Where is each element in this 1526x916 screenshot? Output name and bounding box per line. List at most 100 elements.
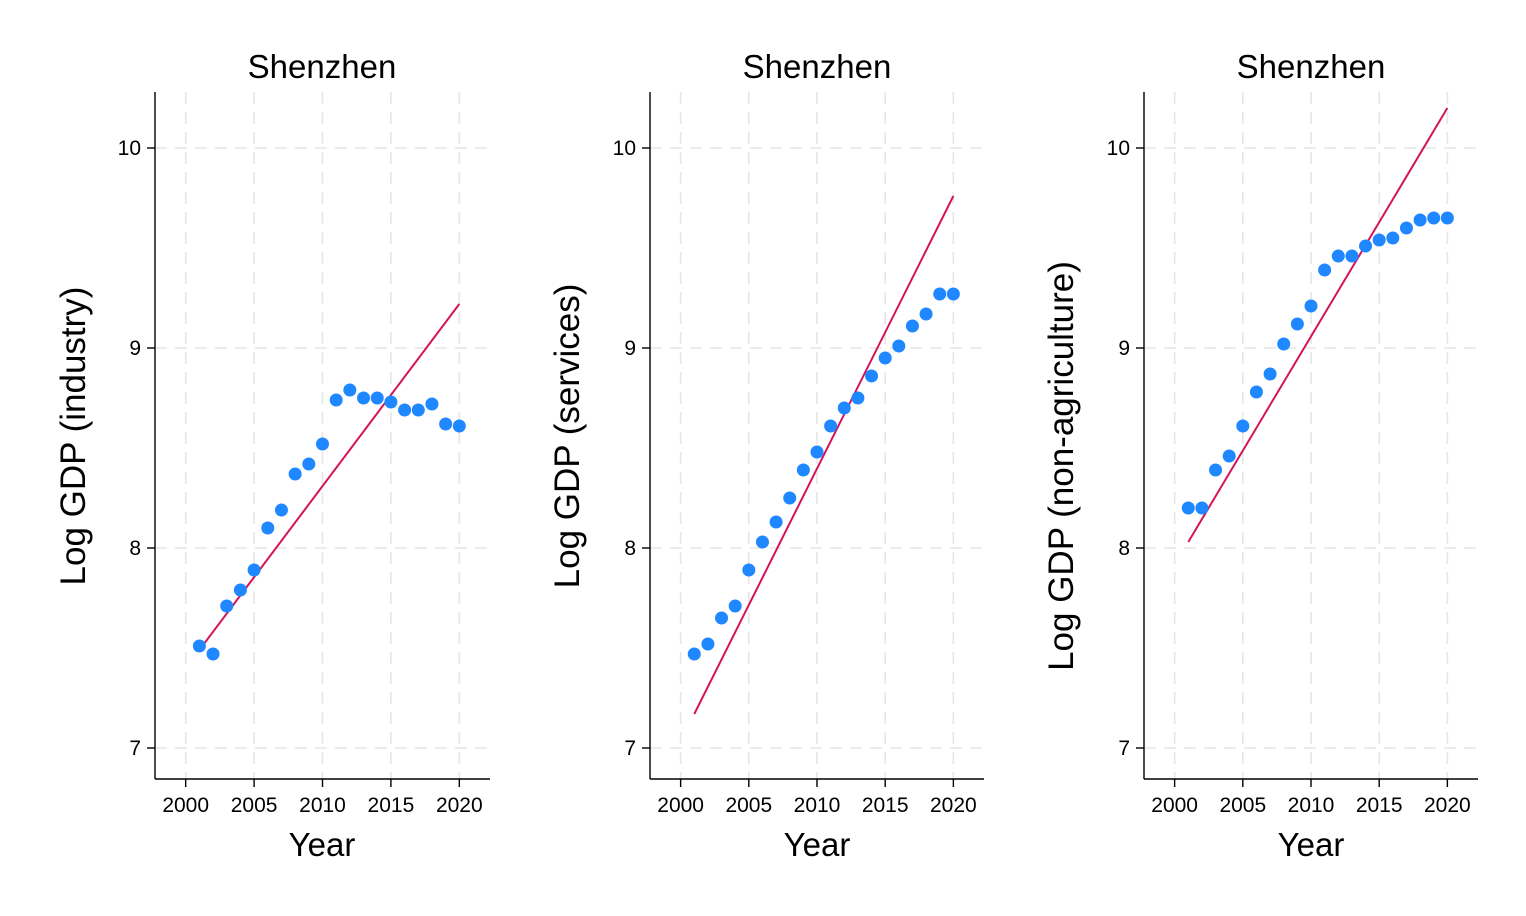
y-tick-label: 8 (624, 537, 636, 560)
x-tick-label: 2015 (1356, 794, 1403, 817)
data-point (1304, 299, 1318, 313)
y-tick-label: 9 (129, 337, 141, 360)
data-point (1372, 233, 1386, 247)
data-point (1359, 239, 1373, 253)
x-tick-label: 2005 (725, 794, 772, 817)
data-point (452, 419, 466, 433)
y-tick-label: 9 (1118, 337, 1130, 360)
panel-title: Shenzhen (743, 48, 892, 85)
y-tick-label: 7 (1118, 737, 1130, 760)
panel-title: Shenzhen (1237, 48, 1386, 85)
data-point (796, 463, 810, 477)
data-point (1195, 501, 1209, 515)
data-point (755, 535, 769, 549)
data-point (1318, 263, 1332, 277)
y-tick-label: 8 (129, 537, 141, 560)
x-tick-label: 2020 (1424, 794, 1471, 817)
x-tick-label: 2010 (299, 794, 346, 817)
data-point (439, 417, 453, 431)
data-point (1386, 231, 1400, 245)
x-tick-label: 2020 (436, 794, 483, 817)
y-tick-label: 7 (624, 737, 636, 760)
data-point (810, 445, 824, 459)
x-tick-label: 2000 (162, 794, 209, 817)
fitted-line (693, 195, 955, 715)
data-point (1440, 211, 1454, 225)
data-point (1345, 249, 1359, 263)
data-point (824, 419, 838, 433)
data-point (1236, 419, 1250, 433)
data-point (701, 637, 715, 651)
x-tick-label: 2015 (368, 794, 415, 817)
data-point (206, 647, 220, 661)
data-point (1277, 337, 1291, 351)
data-point (892, 339, 906, 353)
data-point (425, 397, 439, 411)
data-point (411, 403, 425, 417)
data-point (316, 437, 329, 451)
data-point (687, 647, 701, 661)
data-point (329, 393, 343, 407)
data-point (398, 403, 412, 417)
x-axis-label: Year (784, 826, 851, 863)
data-point (769, 515, 783, 529)
panel-non-agriculture: Shenzhen Log GDP (non-agriculture) Year … (1042, 48, 1478, 863)
panel-industry: Shenzhen Log GDP (industry) Year 7 8 9 10 20… (54, 48, 490, 863)
x-tick-label: 2000 (1151, 794, 1198, 817)
data-point (851, 391, 865, 405)
fitted-line (1187, 107, 1449, 543)
data-point (370, 391, 384, 405)
x-tick-label: 2010 (1288, 794, 1335, 817)
data-point (261, 521, 275, 535)
data-point (220, 599, 234, 613)
data-point (1413, 213, 1427, 227)
data-point (1263, 367, 1277, 381)
data-point (192, 639, 206, 653)
data-point (1399, 221, 1413, 235)
y-axis-label: Log GDP (services) (548, 284, 587, 589)
data-point (357, 391, 371, 405)
x-tick-label: 2005 (1219, 794, 1266, 817)
fitted-line (198, 303, 461, 651)
data-point (302, 457, 316, 471)
data-point (1181, 501, 1195, 515)
data-point (1290, 317, 1304, 331)
data-point (919, 307, 933, 321)
data-point (715, 611, 729, 625)
y-tick-label: 10 (118, 137, 141, 160)
data-point (1427, 211, 1441, 225)
data-point (247, 563, 261, 577)
data-point (783, 491, 797, 505)
x-tick-label: 2010 (794, 794, 841, 817)
data-point (1249, 385, 1263, 399)
data-point (384, 395, 398, 409)
y-tick-label: 10 (613, 137, 636, 160)
data-point (1331, 249, 1345, 263)
data-point (343, 383, 357, 397)
y-tick-label: 8 (1118, 537, 1130, 560)
panel-services: Shenzhen Log GDP (services) Year 7 8 9 10 20… (548, 48, 984, 863)
y-axis-label: Log GDP (non-agriculture) (1042, 261, 1081, 671)
data-point (878, 351, 892, 365)
y-tick-label: 7 (129, 737, 141, 760)
data-point (274, 503, 288, 517)
y-tick-label: 9 (624, 337, 636, 360)
data-point (865, 369, 879, 383)
y-tick-label: 10 (1107, 137, 1130, 160)
x-axis-label: Year (1278, 826, 1345, 863)
data-point (742, 563, 756, 577)
data-point (1222, 449, 1236, 463)
data-point (728, 599, 742, 613)
data-point (946, 287, 960, 301)
data-point (288, 467, 302, 481)
x-tick-label: 2005 (231, 794, 278, 817)
panel-title: Shenzhen (248, 48, 397, 85)
data-point (1209, 463, 1223, 477)
x-tick-label: 2020 (930, 794, 977, 817)
data-point (933, 287, 947, 301)
x-tick-label: 2000 (657, 794, 704, 817)
x-tick-label: 2015 (862, 794, 909, 817)
data-point (837, 401, 851, 415)
y-axis-label: Log GDP (industry) (54, 287, 93, 586)
